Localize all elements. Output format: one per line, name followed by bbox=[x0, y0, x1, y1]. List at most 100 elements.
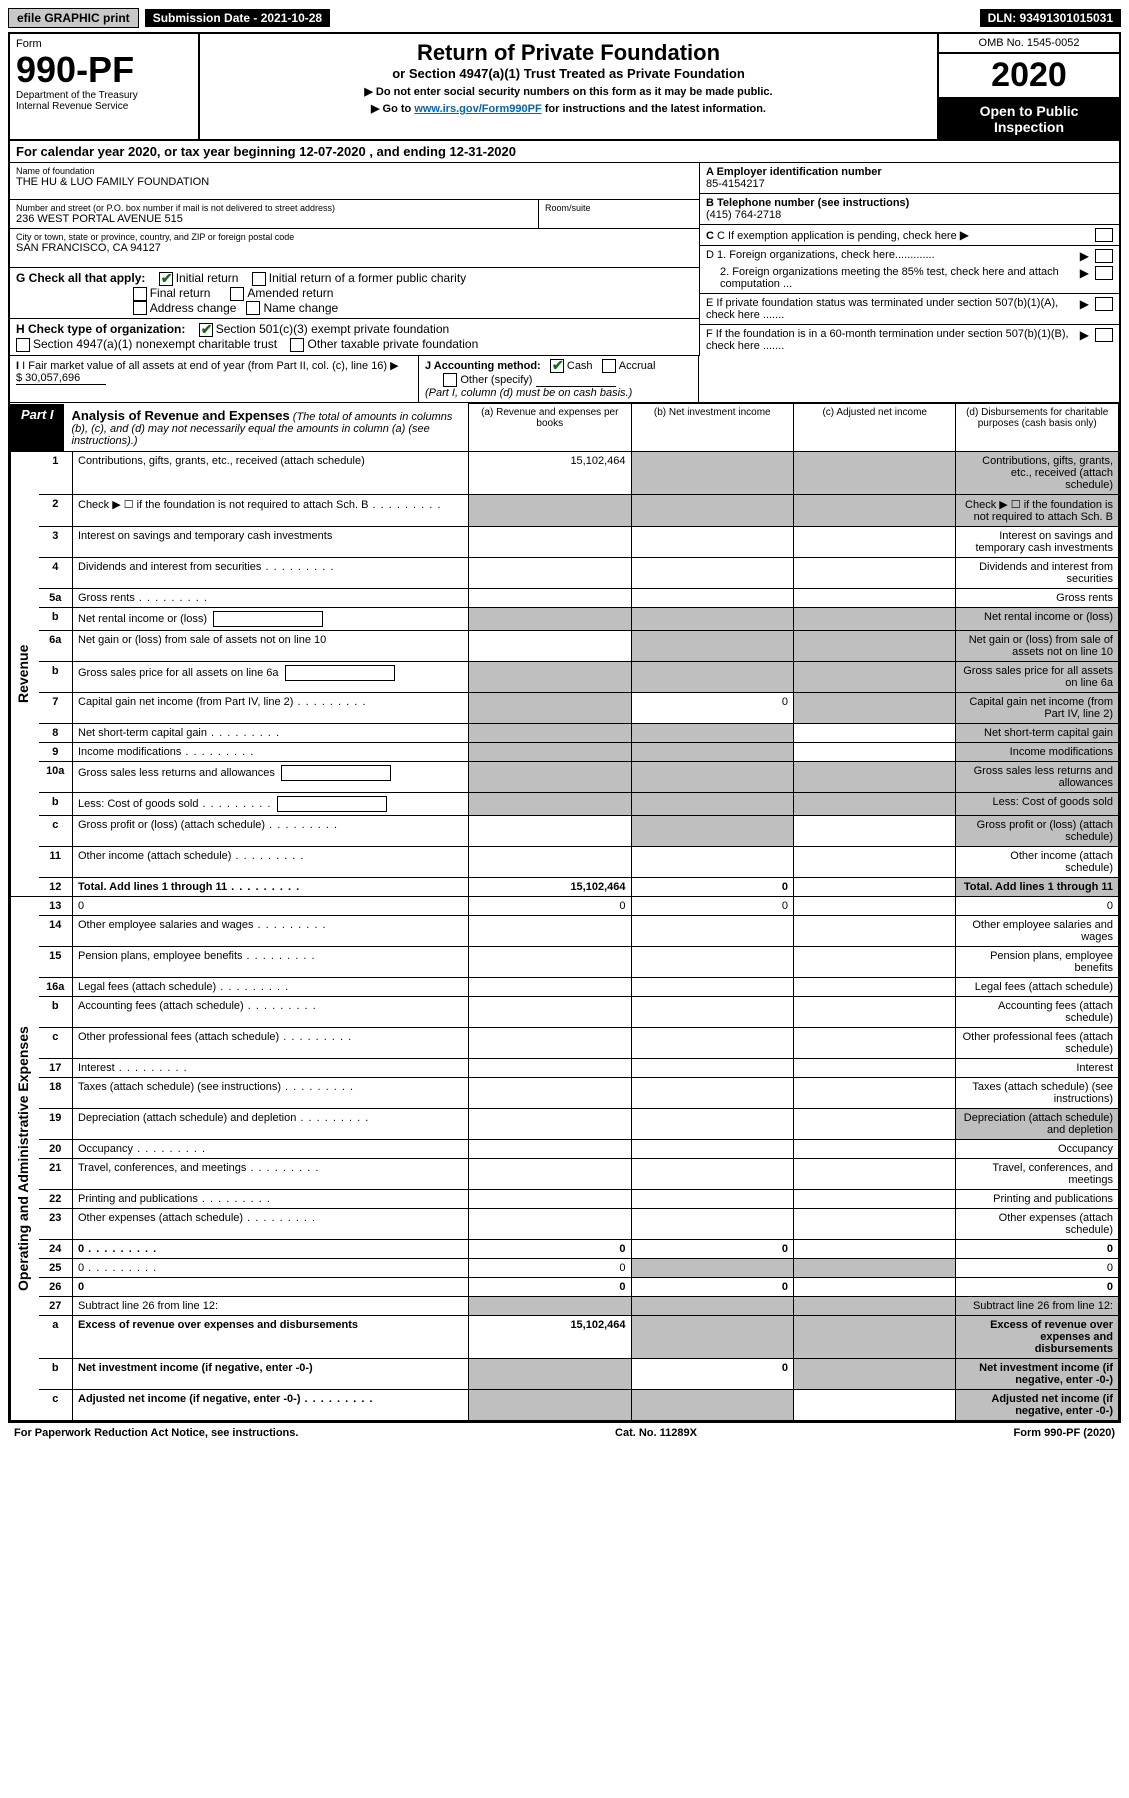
value-cell bbox=[793, 977, 955, 996]
accrual-checkbox[interactable] bbox=[602, 359, 616, 373]
value-cell bbox=[469, 1158, 631, 1189]
value-cell bbox=[469, 630, 631, 661]
row-description: Dividends and interest from securities bbox=[73, 557, 469, 588]
row-number: 22 bbox=[39, 1189, 73, 1208]
amended-return-checkbox[interactable] bbox=[230, 287, 244, 301]
value-cell: 0 bbox=[469, 1258, 631, 1277]
city-value: SAN FRANCISCO, CA 94127 bbox=[16, 242, 693, 254]
value-cell: Travel, conferences, and meetings bbox=[956, 1158, 1119, 1189]
address-change-checkbox[interactable] bbox=[133, 301, 147, 315]
form-header: Form 990-PF Department of the Treasury I… bbox=[10, 34, 1119, 139]
row-number: 25 bbox=[39, 1258, 73, 1277]
address-value: 236 WEST PORTAL AVENUE 515 bbox=[16, 213, 532, 225]
final-return-checkbox[interactable] bbox=[133, 287, 147, 301]
value-cell: Other income (attach schedule) bbox=[956, 846, 1119, 877]
d1-label: D 1. Foreign organizations, check here..… bbox=[706, 249, 1080, 263]
value-cell: Net short-term capital gain bbox=[956, 723, 1119, 742]
value-cell: 0 bbox=[956, 1258, 1119, 1277]
col-d-header: (d) Disbursements for charitable purpose… bbox=[956, 404, 1119, 452]
row-description: Accounting fees (attach schedule) bbox=[73, 996, 469, 1027]
row-description: Gross profit or (loss) (attach schedule) bbox=[73, 815, 469, 846]
value-cell bbox=[631, 1189, 793, 1208]
value-cell: 0 bbox=[956, 1239, 1119, 1258]
value-cell: Depreciation (attach schedule) and deple… bbox=[956, 1108, 1119, 1139]
form-title: Return of Private Foundation bbox=[210, 40, 927, 66]
value-cell: Net investment income (if negative, ente… bbox=[956, 1358, 1119, 1389]
row-description: Check ▶ ☐ if the foundation is not requi… bbox=[73, 494, 469, 526]
value-cell bbox=[793, 761, 955, 792]
page-footer: For Paperwork Reduction Act Notice, see … bbox=[8, 1423, 1121, 1443]
foundation-name: THE HU & LUO FAMILY FOUNDATION bbox=[16, 176, 693, 188]
value-cell bbox=[631, 588, 793, 607]
name-change-checkbox[interactable] bbox=[246, 301, 260, 315]
other-taxable-checkbox[interactable] bbox=[290, 338, 304, 352]
row-number: 3 bbox=[39, 526, 73, 557]
value-cell bbox=[793, 723, 955, 742]
d1-checkbox[interactable] bbox=[1095, 249, 1113, 263]
row-description: Pension plans, employee benefits bbox=[73, 946, 469, 977]
d2-label: 2. Foreign organizations meeting the 85%… bbox=[706, 266, 1080, 290]
g-check-row: G Check all that apply: Initial return I… bbox=[10, 268, 699, 319]
initial-return-public-checkbox[interactable] bbox=[252, 272, 266, 286]
value-cell bbox=[793, 557, 955, 588]
value-cell bbox=[469, 692, 631, 723]
value-cell: Capital gain net income (from Part IV, l… bbox=[956, 692, 1119, 723]
h-check-row: H Check type of organization: Section 50… bbox=[10, 319, 699, 356]
d2-checkbox[interactable] bbox=[1095, 266, 1113, 280]
efile-print-button[interactable]: efile GRAPHIC print bbox=[8, 8, 139, 28]
row-description: Interest bbox=[73, 1058, 469, 1077]
ein-label: A Employer identification number bbox=[706, 166, 882, 178]
4947a1-checkbox[interactable] bbox=[16, 338, 30, 352]
f-label: F If the foundation is in a 60-month ter… bbox=[706, 328, 1080, 352]
other-method-checkbox[interactable] bbox=[443, 373, 457, 387]
c-checkbox[interactable] bbox=[1095, 228, 1113, 242]
501c3-checkbox[interactable] bbox=[199, 323, 213, 337]
value-cell bbox=[793, 1258, 955, 1277]
address-label: Number and street (or P.O. box number if… bbox=[16, 203, 532, 213]
value-cell: Other employee salaries and wages bbox=[956, 915, 1119, 946]
value-cell: 0 bbox=[631, 1277, 793, 1296]
irs-link[interactable]: www.irs.gov/Form990PF bbox=[414, 103, 541, 115]
f-checkbox[interactable] bbox=[1095, 328, 1113, 342]
value-cell bbox=[793, 1027, 955, 1058]
value-cell bbox=[631, 1208, 793, 1239]
value-cell bbox=[793, 1358, 955, 1389]
row-number: a bbox=[39, 1315, 73, 1358]
form-number: 990-PF bbox=[16, 52, 192, 88]
row-number: 7 bbox=[39, 692, 73, 723]
value-cell bbox=[631, 1108, 793, 1139]
row-description: Other professional fees (attach schedule… bbox=[73, 1027, 469, 1058]
row-number: 20 bbox=[39, 1139, 73, 1158]
value-cell bbox=[469, 977, 631, 996]
cash-checkbox[interactable] bbox=[550, 359, 564, 373]
value-cell: 15,102,464 bbox=[469, 1315, 631, 1358]
row-description: Adjusted net income (if negative, enter … bbox=[73, 1389, 469, 1420]
value-cell bbox=[631, 607, 793, 630]
value-cell bbox=[631, 1058, 793, 1077]
value-cell: Total. Add lines 1 through 11 bbox=[956, 877, 1119, 896]
row-number: c bbox=[39, 1027, 73, 1058]
row-description: 0 bbox=[73, 1277, 469, 1296]
row-description: 0 bbox=[73, 896, 469, 915]
value-cell bbox=[469, 557, 631, 588]
row-description: Total. Add lines 1 through 11 bbox=[73, 877, 469, 896]
dept-treasury: Department of the Treasury bbox=[16, 90, 192, 101]
row-number: 19 bbox=[39, 1108, 73, 1139]
value-cell bbox=[631, 1315, 793, 1358]
value-cell bbox=[631, 1258, 793, 1277]
row-number: b bbox=[39, 996, 73, 1027]
value-cell bbox=[793, 451, 955, 494]
value-cell bbox=[793, 1389, 955, 1420]
initial-return-checkbox[interactable] bbox=[159, 272, 173, 286]
value-cell bbox=[469, 1296, 631, 1315]
row-description: Income modifications bbox=[73, 742, 469, 761]
value-cell bbox=[631, 1389, 793, 1420]
row-number: 14 bbox=[39, 915, 73, 946]
value-cell bbox=[469, 996, 631, 1027]
row-description: Capital gain net income (from Part IV, l… bbox=[73, 692, 469, 723]
value-cell bbox=[631, 946, 793, 977]
value-cell bbox=[469, 1077, 631, 1108]
e-checkbox[interactable] bbox=[1095, 297, 1113, 311]
part1-table: Part I Analysis of Revenue and Expenses … bbox=[10, 403, 1119, 1421]
row-description: Net gain or (loss) from sale of assets n… bbox=[73, 630, 469, 661]
